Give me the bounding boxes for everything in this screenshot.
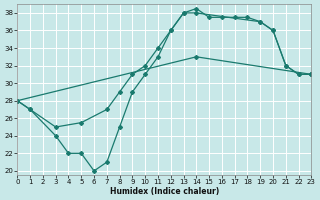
X-axis label: Humidex (Indice chaleur): Humidex (Indice chaleur) (110, 187, 219, 196)
